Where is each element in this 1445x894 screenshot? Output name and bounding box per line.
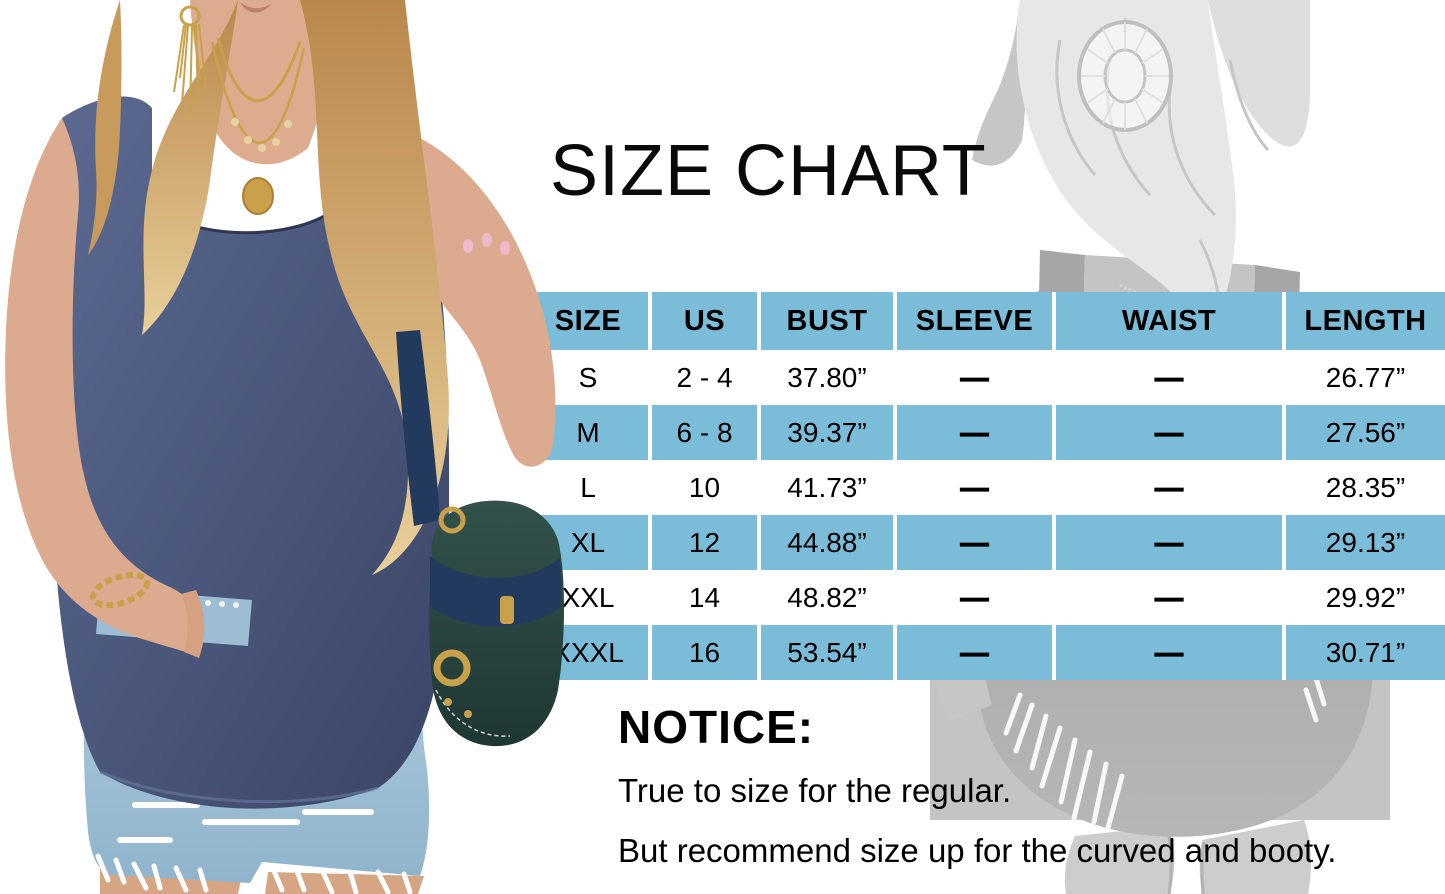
size-table-cell: — <box>893 515 1052 570</box>
neck-skin <box>1148 140 1219 305</box>
size-table-cell: 53.54” <box>757 625 893 680</box>
tassel-earring <box>173 5 207 115</box>
size-table-header: BUST <box>757 292 893 350</box>
notice-section: NOTICE: True to size for the regular. Bu… <box>618 700 1336 892</box>
size-table-cell: 30.71” <box>1282 625 1445 680</box>
denim-fray <box>95 853 413 894</box>
size-table-cell: — <box>1052 515 1282 570</box>
gold-bracelet <box>90 571 150 609</box>
size-table-cell: 37.80” <box>757 350 893 405</box>
page-title: SIZE CHART <box>550 131 987 211</box>
size-table-cell: 26.77” <box>1282 350 1445 405</box>
shorts-waistband <box>96 588 252 646</box>
neckline <box>150 203 335 235</box>
size-table-cell: 28.35” <box>1282 460 1445 515</box>
bag-clasp <box>500 596 514 624</box>
blonde-hair <box>300 0 449 575</box>
gold-necklace <box>210 37 306 145</box>
size-table-cell: — <box>893 570 1052 625</box>
size-table-cell: — <box>893 625 1052 680</box>
silver-hair <box>1016 0 1236 340</box>
navy-tank-top <box>51 96 450 809</box>
size-table-cell: — <box>1052 350 1282 405</box>
size-table-cell: 14 <box>648 570 757 625</box>
denim-shading <box>120 697 380 783</box>
size-table-cell: 6 - 8 <box>648 405 757 460</box>
size-table-cell: L <box>528 460 648 515</box>
size-table-cell: XXXL <box>528 625 648 680</box>
size-table-cell: — <box>893 350 1052 405</box>
model-skin <box>190 0 335 165</box>
size-table-cell: 39.37” <box>757 405 893 460</box>
size-table-header: WAIST <box>1052 292 1282 350</box>
size-table-cell: XXL <box>528 570 648 625</box>
model-hand <box>448 233 524 323</box>
legs <box>100 862 243 894</box>
denim-distress <box>117 802 374 843</box>
size-table-cell: — <box>893 460 1052 515</box>
size-table-header: US <box>648 292 757 350</box>
blonde-hair-strand <box>88 0 122 255</box>
necklace-beads <box>231 118 292 152</box>
lips <box>240 2 272 13</box>
bag-stud <box>464 710 472 718</box>
bag-stud <box>444 698 452 706</box>
notice-heading: NOTICE: <box>618 701 815 753</box>
size-table-cell: XL <box>528 515 648 570</box>
denim-shorts <box>83 560 430 883</box>
pink-nails <box>463 233 510 255</box>
tank-hem <box>99 770 379 804</box>
legs <box>265 872 424 894</box>
notice-line: True to size for the regular. <box>618 772 1012 809</box>
hand-finger <box>181 590 205 658</box>
coin-pendant <box>242 177 274 215</box>
hair-waves <box>1055 39 1270 331</box>
hoop-earring <box>1077 18 1173 132</box>
size-table-cell: — <box>1052 625 1282 680</box>
bag-gold-ring <box>438 506 466 534</box>
size-table-cell: 41.73” <box>757 460 893 515</box>
size-table-cell: 44.88” <box>757 515 893 570</box>
size-table-cell: 16 <box>648 625 757 680</box>
size-table-cell: 2 - 4 <box>648 350 757 405</box>
size-table-header: SIZE <box>528 292 648 350</box>
size-table-cell: M <box>528 405 648 460</box>
size-table-cell: — <box>1052 460 1282 515</box>
waistband-studs <box>107 593 239 608</box>
size-chart-table: SIZE US BUST SLEEVE WAIST LENGTH S 2 - 4… <box>528 292 1445 680</box>
size-table-cell: 48.82” <box>757 570 893 625</box>
size-table-cell: 29.13” <box>1282 515 1445 570</box>
front-model-photo <box>5 0 564 894</box>
size-table-header: LENGTH <box>1282 292 1445 350</box>
size-table-cell: 29.92” <box>1282 570 1445 625</box>
model-arm-left <box>5 118 200 655</box>
size-table-cell: — <box>893 405 1052 460</box>
bag-stitching <box>435 689 511 737</box>
size-table-cell: S <box>528 350 648 405</box>
size-table-cell: — <box>1052 405 1282 460</box>
size-table-cell: 27.56” <box>1282 405 1445 460</box>
size-table-cell: — <box>1052 570 1282 625</box>
notice-line: But recommend size up for the curved and… <box>618 832 1337 869</box>
blonde-hair <box>142 0 238 335</box>
silver-hair <box>1208 0 1310 147</box>
bag-strap <box>396 330 440 526</box>
size-table-header: SLEEVE <box>893 292 1052 350</box>
bag-gold-dring <box>433 649 471 687</box>
size-table-cell: 12 <box>648 515 757 570</box>
size-table-cell: 10 <box>648 460 757 515</box>
